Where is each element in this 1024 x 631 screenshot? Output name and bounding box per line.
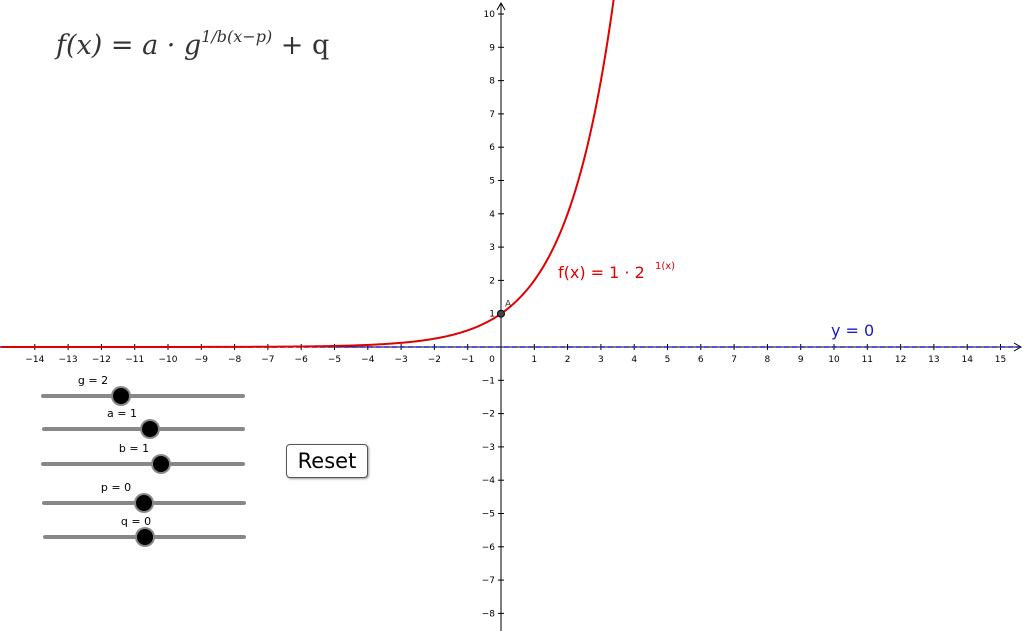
x-tick-label: −6 xyxy=(295,355,309,365)
asymptote-label: y = 0 xyxy=(831,321,874,340)
y-axis-arrow xyxy=(496,1,506,11)
y-tick-label: −6 xyxy=(482,543,496,553)
function-label: f(x) = 1 · 2 xyxy=(558,263,645,282)
x-tick-label: −14 xyxy=(25,355,44,365)
reset-button[interactable]: Reset xyxy=(286,444,368,478)
x-tick-label: −1 xyxy=(461,355,474,365)
slider-thumb[interactable] xyxy=(137,529,153,545)
slider-b[interactable]: b = 1 xyxy=(0,442,260,476)
x-tick-label: 3 xyxy=(598,355,604,365)
y-tick-label: 10 xyxy=(484,10,496,20)
x-tick-label: −9 xyxy=(195,355,209,365)
x-tick-label: −10 xyxy=(159,355,178,365)
y-tick-label: 2 xyxy=(489,276,495,286)
x-tick-label: −7 xyxy=(261,355,274,365)
y-tick-label: −3 xyxy=(482,443,495,453)
y-tick-label: −5 xyxy=(482,510,495,520)
x-tick-label: −13 xyxy=(59,355,78,365)
y-tick-label: −4 xyxy=(482,476,496,486)
point-a-label: A xyxy=(505,300,512,310)
slider-track[interactable] xyxy=(41,394,245,398)
x-tick-label: −11 xyxy=(125,355,144,365)
x-tick-label: 13 xyxy=(928,355,939,365)
y-tick-label: 9 xyxy=(489,43,495,53)
y-tick-label: 8 xyxy=(489,77,495,87)
function-curve[interactable] xyxy=(1,0,617,348)
slider-g[interactable]: g = 2 xyxy=(0,374,260,408)
x-tick-label: 5 xyxy=(665,355,671,365)
y-tick-label: 1 xyxy=(489,310,495,320)
y-tick-label: 3 xyxy=(489,243,495,253)
y-tick-label: 6 xyxy=(489,143,495,153)
x-tick-label: 14 xyxy=(961,355,973,365)
y-tick-label: −7 xyxy=(482,576,495,586)
x-tick-label: 12 xyxy=(895,355,906,365)
x-tick-label: −5 xyxy=(328,355,341,365)
formula-text: f(x) = a · g1/b(x−p) + q xyxy=(56,27,330,61)
x-tick-label: 10 xyxy=(828,355,840,365)
x-tick-label: −2 xyxy=(428,355,441,365)
x-tick-label: −12 xyxy=(92,355,111,365)
x-tick-label: 4 xyxy=(631,355,637,365)
slider-label: q = 0 xyxy=(120,515,152,528)
slider-track[interactable] xyxy=(41,462,245,466)
x-tick-label: 6 xyxy=(698,355,704,365)
y-tick-label: −2 xyxy=(482,410,495,420)
y-tick-label: −8 xyxy=(482,609,496,619)
slider-label: g = 2 xyxy=(77,374,109,387)
x-tick-label: 15 xyxy=(995,355,1006,365)
slider-thumb[interactable] xyxy=(142,421,158,437)
x-tick-label: 7 xyxy=(731,355,737,365)
slider-label: a = 1 xyxy=(107,407,137,420)
function-label-exponent: 1(x) xyxy=(655,261,675,272)
y-tick-label: −1 xyxy=(482,376,495,386)
x-tick-label: 11 xyxy=(862,355,873,365)
point-a[interactable] xyxy=(497,309,505,318)
x-axis-arrow xyxy=(1013,342,1023,352)
y-tick-label: 4 xyxy=(489,210,495,220)
y-tick-label: 5 xyxy=(489,177,495,187)
slider-label: p = 0 xyxy=(100,481,132,494)
x-tick-label: 2 xyxy=(565,355,571,365)
x-tick-label: −8 xyxy=(228,355,242,365)
x-tick-label: −4 xyxy=(361,355,375,365)
y-tick-label: 7 xyxy=(489,110,495,120)
x-tick-label: 8 xyxy=(765,355,771,365)
slider-label: b = 1 xyxy=(118,442,150,455)
x-tick-label: 1 xyxy=(531,355,537,365)
slider-thumb[interactable] xyxy=(113,388,129,404)
x-tick-label: 0 xyxy=(489,355,495,365)
x-tick-label: −3 xyxy=(394,355,407,365)
slider-q[interactable]: q = 0 xyxy=(0,515,260,549)
slider-thumb[interactable] xyxy=(153,456,169,472)
x-tick-label: 9 xyxy=(798,355,804,365)
slider-p[interactable]: p = 0 xyxy=(0,481,260,515)
slider-a[interactable]: a = 1 xyxy=(0,407,260,441)
slider-thumb[interactable] xyxy=(136,495,152,511)
